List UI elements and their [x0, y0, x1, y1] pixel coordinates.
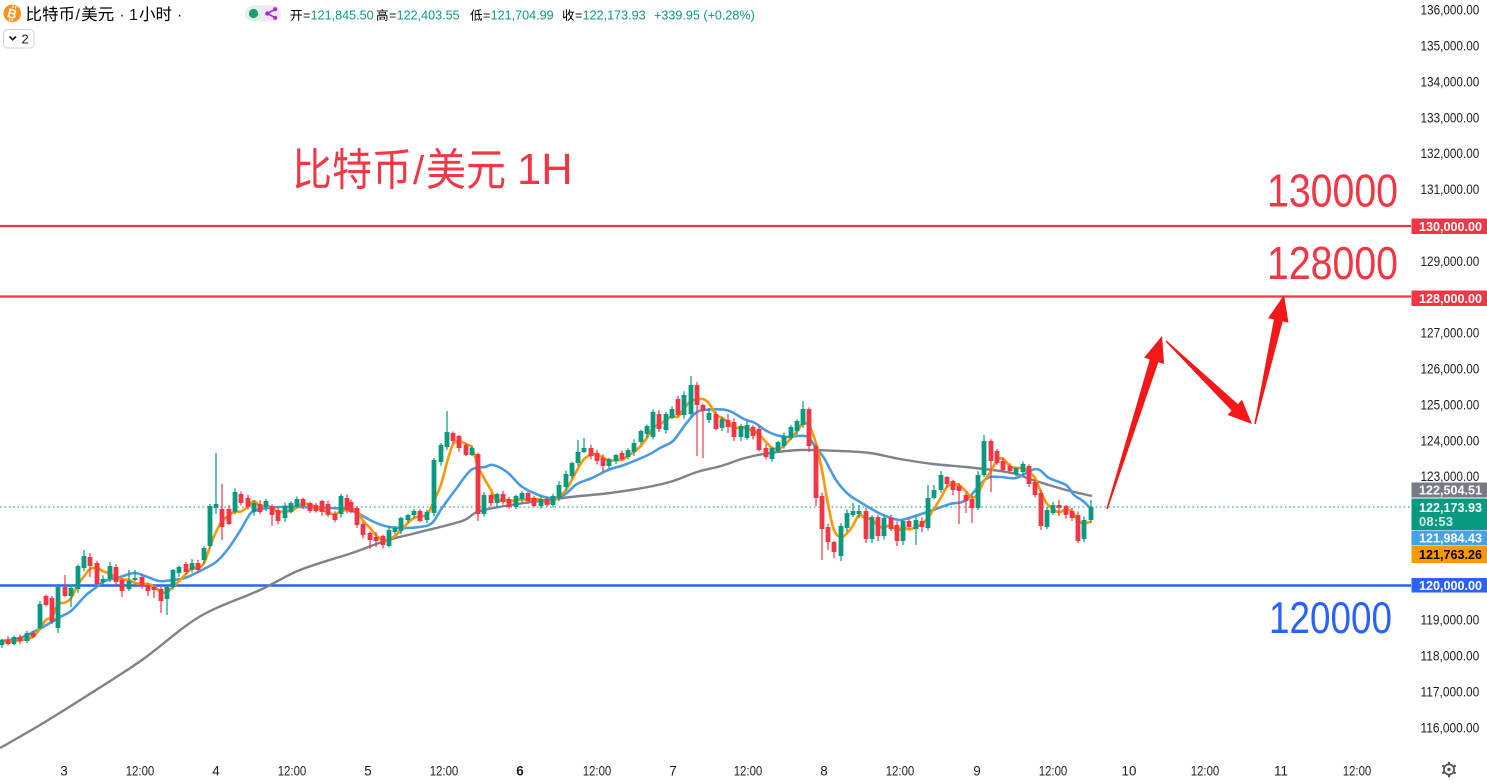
svg-text:120000: 120000 — [1269, 594, 1392, 643]
svg-text:12:00: 12:00 — [1191, 763, 1220, 778]
svg-text:131,000.00: 131,000.00 — [1421, 182, 1480, 197]
svg-text:125,000.00: 125,000.00 — [1421, 397, 1480, 412]
svg-text:122,173.93: 122,173.93 — [583, 9, 646, 23]
svg-text:12:00: 12:00 — [1039, 763, 1068, 778]
svg-text:12:00: 12:00 — [734, 763, 763, 778]
svg-text:B: B — [6, 5, 19, 22]
svg-text:123,000.00: 123,000.00 — [1421, 469, 1480, 484]
svg-text:130,000.00: 130,000.00 — [1419, 219, 1482, 234]
svg-text:12:00: 12:00 — [583, 763, 612, 778]
svg-text:133,000.00: 133,000.00 — [1421, 110, 1480, 125]
svg-text:128000: 128000 — [1267, 237, 1398, 289]
svg-text:1H: 1H — [517, 146, 573, 194]
svg-text:121,845.50: 121,845.50 — [311, 9, 374, 23]
svg-text:2: 2 — [22, 32, 29, 47]
svg-text:122,504.51: 122,504.51 — [1419, 483, 1482, 498]
svg-text:122,173.93: 122,173.93 — [1419, 500, 1482, 515]
svg-text:126,000.00: 126,000.00 — [1421, 362, 1480, 377]
svg-text:128,000.00: 128,000.00 — [1419, 291, 1482, 306]
svg-text:8: 8 — [820, 763, 827, 778]
svg-text:136,000.00: 136,000.00 — [1421, 3, 1480, 18]
svg-text:117,000.00: 117,000.00 — [1421, 684, 1480, 699]
svg-text:+339.95 (+0.28%): +339.95 (+0.28%) — [654, 9, 755, 23]
svg-text:12:00: 12:00 — [886, 763, 915, 778]
svg-text:5: 5 — [364, 763, 371, 778]
svg-text:·: · — [177, 7, 182, 24]
svg-text:=: = — [303, 9, 310, 23]
svg-text:12:00: 12:00 — [430, 763, 459, 778]
svg-text:121,704.99: 121,704.99 — [491, 9, 554, 23]
svg-text:08:53: 08:53 — [1419, 514, 1453, 529]
svg-text:127,000.00: 127,000.00 — [1421, 326, 1480, 341]
svg-text:135,000.00: 135,000.00 — [1421, 39, 1480, 54]
svg-text:· 1: · 1 — [119, 7, 138, 24]
svg-text:=: = — [483, 9, 490, 23]
svg-text:=: = — [575, 9, 582, 23]
svg-text:11: 11 — [1274, 763, 1288, 778]
svg-text:132,000.00: 132,000.00 — [1421, 146, 1480, 161]
svg-text:121,763.26: 121,763.26 — [1419, 547, 1482, 562]
svg-text:9: 9 — [973, 763, 980, 778]
svg-text:134,000.00: 134,000.00 — [1421, 75, 1480, 90]
svg-text:119,000.00: 119,000.00 — [1421, 613, 1480, 628]
svg-text:118,000.00: 118,000.00 — [1421, 649, 1480, 664]
svg-text:6: 6 — [516, 763, 523, 778]
svg-text:122,403.55: 122,403.55 — [397, 9, 460, 23]
svg-text:129,000.00: 129,000.00 — [1421, 254, 1480, 269]
svg-text:/: / — [413, 149, 425, 193]
svg-text:116,000.00: 116,000.00 — [1421, 720, 1480, 735]
svg-text:/: / — [76, 7, 81, 24]
svg-text:12:00: 12:00 — [126, 763, 155, 778]
svg-text:7: 7 — [669, 763, 676, 778]
svg-text:4: 4 — [212, 763, 220, 778]
svg-text:12:00: 12:00 — [278, 763, 307, 778]
svg-text:120,000.00: 120,000.00 — [1419, 578, 1482, 593]
svg-text:124,000.00: 124,000.00 — [1421, 433, 1480, 448]
svg-text:3: 3 — [60, 763, 67, 778]
svg-text:130000: 130000 — [1267, 165, 1398, 217]
svg-text:12:00: 12:00 — [1343, 763, 1372, 778]
svg-text:10: 10 — [1122, 763, 1137, 778]
svg-text:121,984.43: 121,984.43 — [1419, 531, 1482, 546]
svg-text:=: = — [389, 9, 396, 23]
